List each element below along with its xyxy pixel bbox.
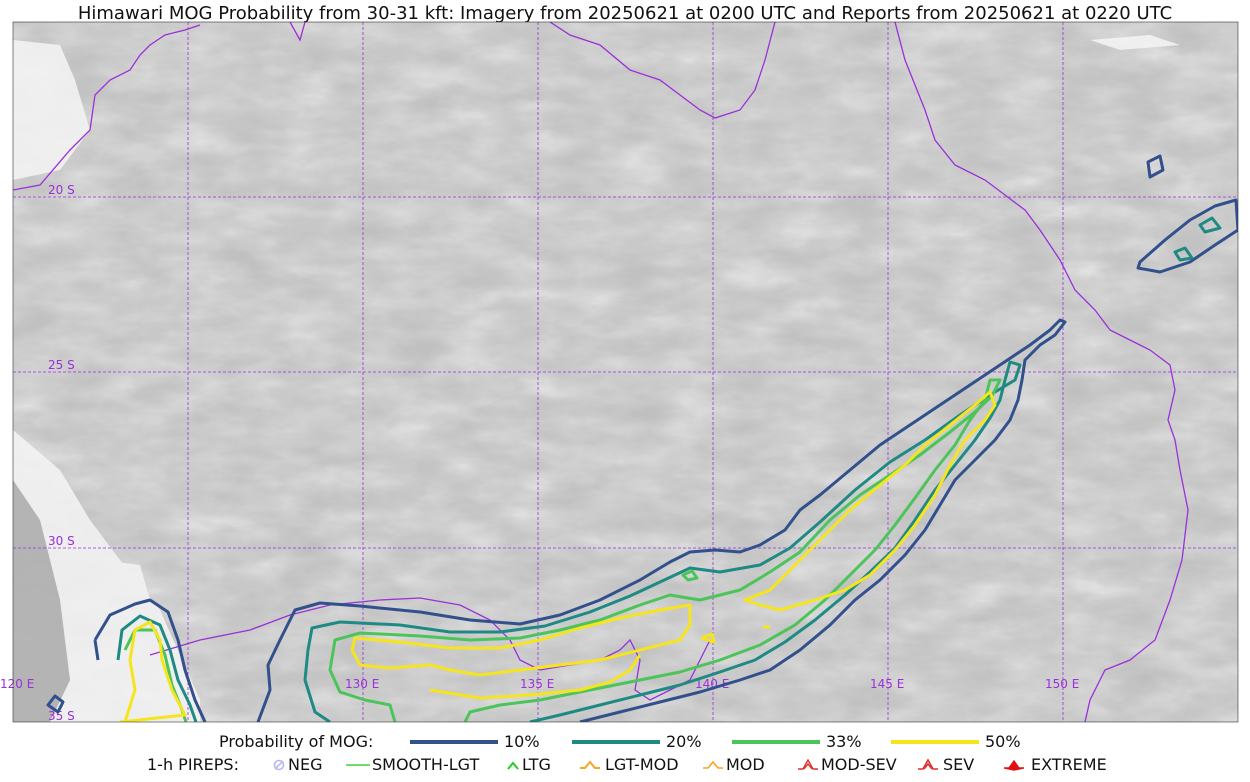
line-swatch-10 bbox=[410, 739, 498, 744]
contour-10-sw bbox=[93, 598, 207, 722]
lon-label-140e: 140 E bbox=[695, 677, 729, 691]
contour-10-main bbox=[256, 318, 1067, 722]
contour-20-sw bbox=[116, 614, 198, 722]
map-frame bbox=[12, 21, 1239, 723]
legend-label-10: 10% bbox=[504, 732, 540, 751]
lat-label-30s: 30 S bbox=[48, 534, 75, 548]
ltg-icon bbox=[507, 760, 519, 770]
sev-icon bbox=[918, 757, 938, 770]
contour-20-ne-b bbox=[1173, 246, 1194, 262]
legend-label-sev: SEV bbox=[943, 755, 975, 774]
contour-50-small bbox=[700, 632, 716, 644]
mod-sev-icon bbox=[798, 758, 818, 770]
legend-item-33: 33% bbox=[732, 732, 862, 751]
smooth-lgt-icon bbox=[346, 763, 370, 766]
contour-50-sw bbox=[119, 620, 187, 722]
legend-item-20: 20% bbox=[572, 732, 702, 751]
lon-label-145e: 145 E bbox=[870, 677, 904, 691]
probability-legend: Probability of MOG: 10% 20% 33% 50% bbox=[0, 732, 1250, 754]
legend-label-smooth-lgt: SMOOTH-LGT bbox=[372, 755, 480, 774]
contour-20-ne-a bbox=[1198, 216, 1222, 234]
lon-label-150e: 150 E bbox=[1045, 677, 1079, 691]
legend-label-lgt-mod: LGT-MOD bbox=[605, 755, 679, 774]
line-swatch-33 bbox=[732, 739, 820, 744]
legend-item-mod-sev: MOD-SEV bbox=[797, 755, 897, 774]
legend-item-lgt-mod: LGT-MOD bbox=[579, 755, 679, 774]
lon-label-130e: 130 E bbox=[345, 677, 379, 691]
coastline-northwest bbox=[13, 24, 201, 191]
lon-label-135e: 135 E bbox=[520, 677, 554, 691]
contour-10-ne-a bbox=[1146, 154, 1165, 179]
extreme-icon bbox=[1003, 759, 1025, 771]
coastline-east bbox=[894, 22, 1189, 722]
legend-item-50: 50% bbox=[891, 732, 1021, 751]
legend-label-extreme: EXTREME bbox=[1031, 755, 1107, 774]
lat-label-20s: 20 S bbox=[48, 183, 75, 197]
legend-item-ltg: LTG bbox=[506, 755, 551, 774]
mod-icon bbox=[703, 760, 723, 769]
contour-10-ne-b bbox=[1136, 198, 1238, 274]
legend-label-50: 50% bbox=[985, 732, 1021, 751]
contour-50-arm bbox=[743, 390, 997, 612]
map-title: Himawari MOG Probability from 30-31 kft:… bbox=[77, 3, 1173, 24]
lat-label-35s: 35 S bbox=[48, 709, 75, 723]
legend-label-33: 33% bbox=[826, 732, 862, 751]
coastline-north bbox=[289, 22, 776, 119]
legend-label-mod: MOD bbox=[726, 755, 765, 774]
coastline bbox=[13, 22, 1189, 722]
probability-legend-label: Probability of MOG: bbox=[219, 732, 374, 751]
neg-icon bbox=[273, 759, 285, 770]
graticule bbox=[13, 22, 1238, 722]
legend-item-sev: SEV bbox=[917, 755, 974, 774]
legend-item-smooth-lgt: SMOOTH-LGT bbox=[346, 755, 479, 774]
lgt-mod-icon bbox=[580, 759, 600, 769]
coastline-south bbox=[149, 597, 711, 701]
line-swatch-20 bbox=[572, 739, 660, 744]
contour-10-ring bbox=[46, 694, 65, 714]
legend-item-neg: NEG bbox=[272, 755, 322, 774]
contour-50-main bbox=[350, 603, 692, 677]
line-swatch-50 bbox=[891, 739, 979, 744]
dark-streaks bbox=[13, 480, 70, 722]
lon-label-120e: 120 E bbox=[0, 677, 34, 691]
legend-label-mod-sev: MOD-SEV bbox=[821, 755, 897, 774]
pirep-legend: 1-h PIREPS: NEG SMOOTH-LGT LTG LGT-MOD M… bbox=[0, 755, 1250, 777]
legend-label-20: 20% bbox=[666, 732, 702, 751]
legend-item-mod: MOD bbox=[702, 755, 765, 774]
legend-item-10: 10% bbox=[410, 732, 540, 751]
lat-label-25s: 25 S bbox=[48, 358, 75, 372]
legend-item-extreme: EXTREME bbox=[1003, 755, 1107, 774]
contour-50-lower bbox=[429, 654, 642, 700]
contour-33-blob bbox=[681, 569, 699, 582]
legend-label-ltg: LTG bbox=[522, 755, 551, 774]
contour-33-main bbox=[328, 378, 1002, 722]
legend-label-neg: NEG bbox=[288, 755, 323, 774]
pirep-legend-label: 1-h PIREPS: bbox=[147, 755, 239, 774]
